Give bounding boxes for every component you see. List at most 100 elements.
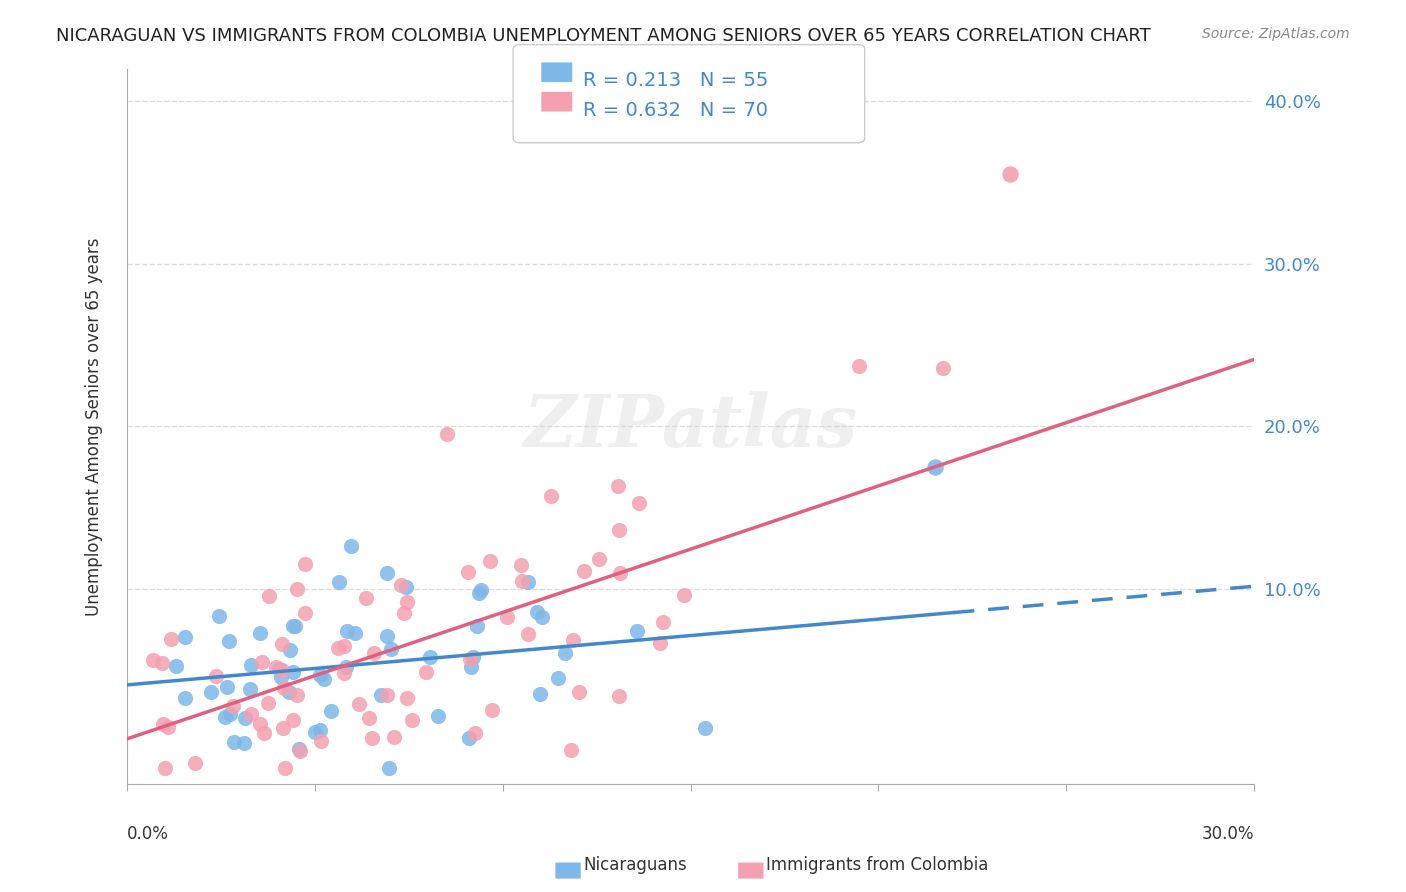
Point xyxy=(361,731,384,745)
Point xyxy=(359,711,381,725)
Point xyxy=(436,426,458,441)
Point xyxy=(277,685,299,699)
Point xyxy=(495,610,517,624)
Point xyxy=(470,582,492,597)
Point xyxy=(249,626,271,640)
Point xyxy=(481,703,503,717)
Point xyxy=(273,761,295,775)
Point xyxy=(155,761,177,775)
Point xyxy=(561,632,583,647)
Point xyxy=(340,540,363,554)
Point xyxy=(249,717,271,731)
Point xyxy=(588,552,610,566)
Point xyxy=(150,657,173,671)
Point xyxy=(468,585,491,599)
Point xyxy=(510,574,533,588)
Point xyxy=(152,716,174,731)
Point xyxy=(219,707,242,722)
Point xyxy=(264,660,287,674)
Point xyxy=(382,730,405,744)
Point xyxy=(336,624,359,639)
Point xyxy=(156,720,179,734)
Point xyxy=(356,591,378,605)
Text: R = 0.213   N = 55: R = 0.213 N = 55 xyxy=(583,71,769,90)
Point xyxy=(333,639,356,653)
Text: 0.0%: 0.0% xyxy=(127,825,169,843)
Point xyxy=(165,659,187,673)
Point xyxy=(464,725,486,739)
Point xyxy=(278,643,301,657)
Point xyxy=(233,711,256,725)
Point xyxy=(363,646,385,660)
Point xyxy=(427,708,450,723)
Point xyxy=(271,663,294,677)
Point xyxy=(250,655,273,669)
Point xyxy=(375,566,398,581)
Point xyxy=(208,609,231,624)
Point xyxy=(509,558,531,573)
Point xyxy=(239,706,262,721)
Point xyxy=(516,627,538,641)
Point xyxy=(222,699,245,714)
Point xyxy=(648,636,671,650)
Point xyxy=(380,641,402,656)
Point xyxy=(465,618,488,632)
Point xyxy=(257,589,280,603)
Point xyxy=(285,688,308,702)
Text: ZIPatlas: ZIPatlas xyxy=(523,391,858,462)
Point xyxy=(392,606,415,620)
Point xyxy=(529,687,551,701)
Point xyxy=(572,564,595,578)
Point xyxy=(294,557,316,571)
Point xyxy=(284,619,307,633)
Point xyxy=(257,696,280,710)
Point xyxy=(273,681,295,696)
Point xyxy=(288,744,311,758)
Point xyxy=(269,663,291,677)
Point xyxy=(174,690,197,705)
Point xyxy=(347,697,370,711)
Point xyxy=(239,681,262,696)
Point xyxy=(288,741,311,756)
Point xyxy=(271,722,294,736)
Point xyxy=(335,660,357,674)
Y-axis label: Unemployment Among Seniors over 65 years: Unemployment Among Seniors over 65 years xyxy=(86,237,103,615)
Point xyxy=(333,666,356,681)
Point xyxy=(626,624,648,639)
Point xyxy=(314,672,336,686)
Text: NICARAGUAN VS IMMIGRANTS FROM COLOMBIA UNEMPLOYMENT AMONG SENIORS OVER 65 YEARS : NICARAGUAN VS IMMIGRANTS FROM COLOMBIA U… xyxy=(56,27,1152,45)
Point xyxy=(607,523,630,537)
Point xyxy=(294,606,316,620)
Point xyxy=(343,625,366,640)
Point xyxy=(304,725,326,739)
Point xyxy=(218,634,240,648)
Text: Source: ZipAtlas.com: Source: ZipAtlas.com xyxy=(1202,27,1350,41)
Point xyxy=(526,606,548,620)
Point xyxy=(998,167,1021,181)
Point xyxy=(457,566,479,580)
Point xyxy=(924,460,946,475)
Point xyxy=(628,496,651,510)
Point xyxy=(848,359,870,373)
Point xyxy=(308,668,330,682)
Point xyxy=(460,659,482,673)
Text: 30.0%: 30.0% xyxy=(1202,825,1254,843)
Point xyxy=(378,761,401,775)
Point xyxy=(270,670,292,684)
Point xyxy=(396,595,419,609)
Point xyxy=(285,582,308,597)
Point xyxy=(547,671,569,685)
Point xyxy=(693,721,716,735)
Point xyxy=(479,554,502,568)
Point xyxy=(932,361,955,376)
Point xyxy=(540,489,562,503)
Point xyxy=(419,650,441,665)
Point xyxy=(375,629,398,643)
Point xyxy=(222,735,245,749)
Point xyxy=(183,756,205,770)
Point xyxy=(457,731,479,746)
Point xyxy=(395,580,418,594)
Point xyxy=(239,657,262,672)
Point xyxy=(214,710,236,724)
Point xyxy=(568,684,591,698)
